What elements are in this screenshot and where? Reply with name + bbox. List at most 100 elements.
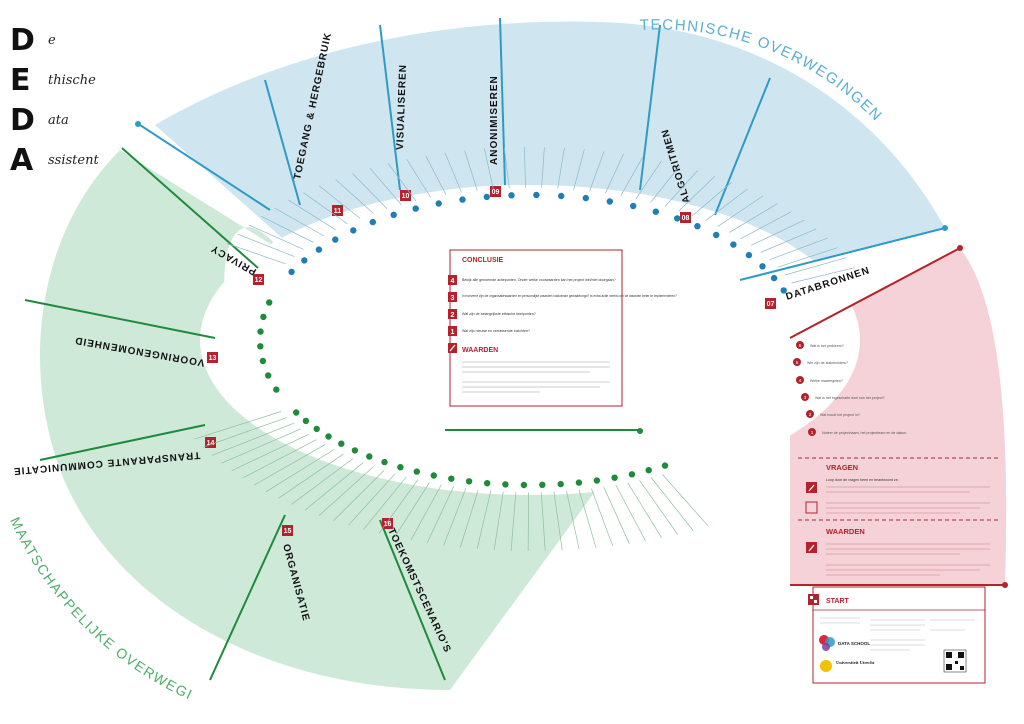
section-title-anonimiseren: ANONIMISEREN <box>489 75 500 165</box>
question-dot <box>694 223 701 230</box>
question-dot <box>390 211 397 218</box>
pencil-icon <box>808 544 815 552</box>
question-text-line <box>750 219 805 246</box>
question-dot <box>369 218 376 226</box>
section-badge-number: 07 <box>767 301 775 308</box>
question-dot <box>628 471 636 478</box>
question-text-line <box>557 147 565 189</box>
conclusie-item-text: Bekijk alle genoemde actiepunten. Onder … <box>462 278 616 282</box>
section-badge <box>253 274 264 285</box>
vragen-title: VRAGEN <box>826 463 858 472</box>
start-question-dot <box>793 358 801 366</box>
question-text-line <box>318 466 374 516</box>
question-dot <box>338 440 345 447</box>
conclusie-num: 1 <box>451 329 455 336</box>
section-badge <box>282 525 293 536</box>
section-badge-number: 08 <box>682 215 690 222</box>
start-question-dot <box>796 376 804 384</box>
question-text-line <box>692 182 732 216</box>
start-question-text: Wat is het ingeschatte doel van het proj… <box>815 396 885 400</box>
question-dot <box>332 236 339 243</box>
question-text-line <box>387 163 417 202</box>
data-school-logo <box>819 635 835 651</box>
question-dot <box>313 425 320 433</box>
question-text-line <box>318 185 361 219</box>
vragen-text: Loop door de vragen heen en beantwoord z… <box>826 478 899 482</box>
uu-logo-text: Universiteit Utrecht <box>836 660 875 665</box>
question-dot <box>606 198 613 205</box>
question-text-line <box>464 150 478 191</box>
societal-dividers <box>24 147 446 681</box>
question-text-line <box>476 490 492 549</box>
start-question-dot <box>796 341 804 349</box>
section-badge-number: 16 <box>384 521 392 528</box>
conclusie-num-badge <box>448 309 457 319</box>
start-question-num: 2 <box>809 412 812 417</box>
question-text-line <box>426 486 454 544</box>
question-text-line <box>603 486 630 544</box>
question-text-line <box>620 157 643 197</box>
section-badge <box>680 212 691 223</box>
start-question-text: Noteer de projectnaam, het projectteam e… <box>822 431 907 435</box>
question-text-line <box>242 439 317 479</box>
question-dot <box>661 462 669 469</box>
question-text-line <box>729 203 778 233</box>
section-badge <box>490 186 501 197</box>
data-school-logo-text: DATA SCHOOL <box>838 641 870 646</box>
question-text-line <box>291 458 354 505</box>
question-dot <box>652 208 659 215</box>
acronym-rest: thische <box>48 72 96 88</box>
question-dot <box>288 268 295 276</box>
question-text-line <box>288 199 336 231</box>
societal-end-dot <box>637 428 643 434</box>
section-badge-number: 11 <box>334 208 342 215</box>
question-text-line <box>484 148 494 190</box>
conclusie-num: 3 <box>451 295 455 302</box>
question-dot <box>713 231 720 239</box>
question-dot <box>557 480 564 488</box>
question-text-line <box>777 247 838 268</box>
question-dot <box>351 447 359 454</box>
section-badge <box>205 437 216 448</box>
conclusie-item-text: In hoeverre zijn de organisatiewaarden e… <box>462 294 677 298</box>
question-text-line <box>705 188 748 222</box>
pencil-icon <box>449 344 456 352</box>
question-text-line <box>589 151 605 192</box>
question-dot <box>315 246 323 253</box>
question-text-line <box>425 155 447 195</box>
question-dot <box>674 215 681 222</box>
question-text-line <box>678 175 716 212</box>
question-dot <box>533 191 540 199</box>
conclusie-num-badge <box>448 326 457 336</box>
question-text-line <box>237 233 295 257</box>
question-dot <box>350 227 357 234</box>
conclusie-num-badge <box>448 292 457 302</box>
question-text-line <box>650 477 694 531</box>
acronym-rest: e <box>48 32 56 48</box>
question-dot <box>412 205 419 212</box>
section-badge-number: 09 <box>492 189 500 196</box>
start-icon <box>808 594 819 605</box>
conclusie-waarden-title: WAARDEN <box>462 347 498 354</box>
conclusie-title: CONCLUSIE <box>462 257 504 264</box>
question-dot <box>508 192 515 199</box>
question-text-line <box>503 147 510 189</box>
section-badge <box>207 352 218 363</box>
book-icon <box>805 501 818 514</box>
question-text-line <box>253 444 326 486</box>
start-top-dot <box>957 245 963 251</box>
start-question-text: Wat is het probleem? <box>810 344 844 348</box>
question-text-line <box>410 484 442 541</box>
question-text-line <box>664 170 698 207</box>
start-question-num: 1 <box>811 430 814 435</box>
question-text-line <box>740 211 792 240</box>
start-question-dot <box>801 393 809 401</box>
question-text-line <box>333 470 385 521</box>
question-text-line <box>304 462 364 511</box>
start-question-dot <box>808 428 816 436</box>
question-text-line <box>541 147 545 188</box>
question-dot <box>759 263 766 270</box>
